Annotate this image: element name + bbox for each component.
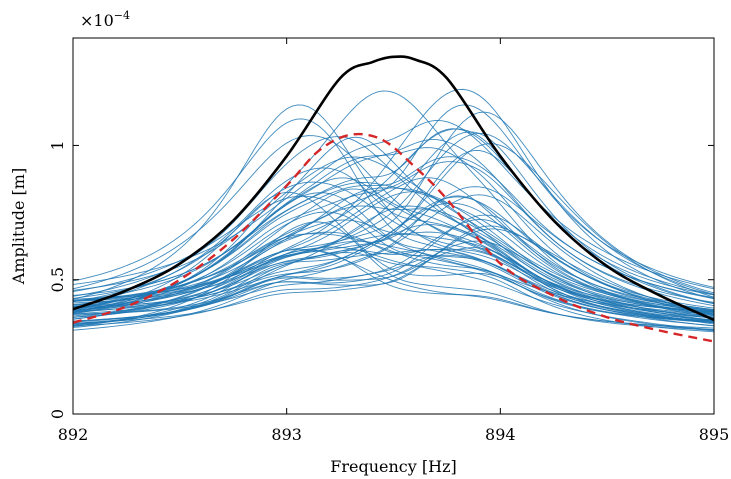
sample-curve [72,249,715,327]
envelope-curve [72,55,715,322]
sample-curve [72,156,715,312]
y-axis-multiplier: ×10−4 [80,9,130,30]
x-tick-label: 894 [485,425,516,444]
sample-curve [72,104,715,312]
sample-curve [72,225,715,316]
curves-layer [72,55,715,343]
y-tick-label: 0.5 [48,267,67,292]
sample-curve [72,135,715,314]
x-tick-label: 893 [271,425,302,444]
y-axis-label: Amplitude [m] [9,168,28,285]
y-tick-label: 1 [48,140,67,150]
sample-curve [72,161,715,313]
sample-curve [72,177,715,325]
x-tick-label: 892 [58,425,89,444]
sample-curve [72,181,715,318]
sample-curve [72,187,715,322]
x-tick-label: 895 [699,425,730,444]
sample-curve [72,177,715,311]
y-axis-multiplier-exponent: −4 [114,9,130,22]
sample-curve [72,194,715,315]
sample-curve [72,205,715,313]
sample-curve [72,118,715,322]
sample-curve [72,131,715,308]
x-axis-label: Frequency [Hz] [330,457,457,476]
mean-curve [72,132,715,343]
y-tick-label: 0 [48,409,67,419]
sample-curve [72,119,715,290]
y-axis-multiplier-base: ×10 [80,11,114,30]
sample-curve [72,233,715,324]
plot-frame [72,37,715,415]
sample-curve [72,139,715,307]
sample-curve [72,143,715,304]
ticks-layer: 892 893 894 895 0 0.5 1 [48,38,729,444]
